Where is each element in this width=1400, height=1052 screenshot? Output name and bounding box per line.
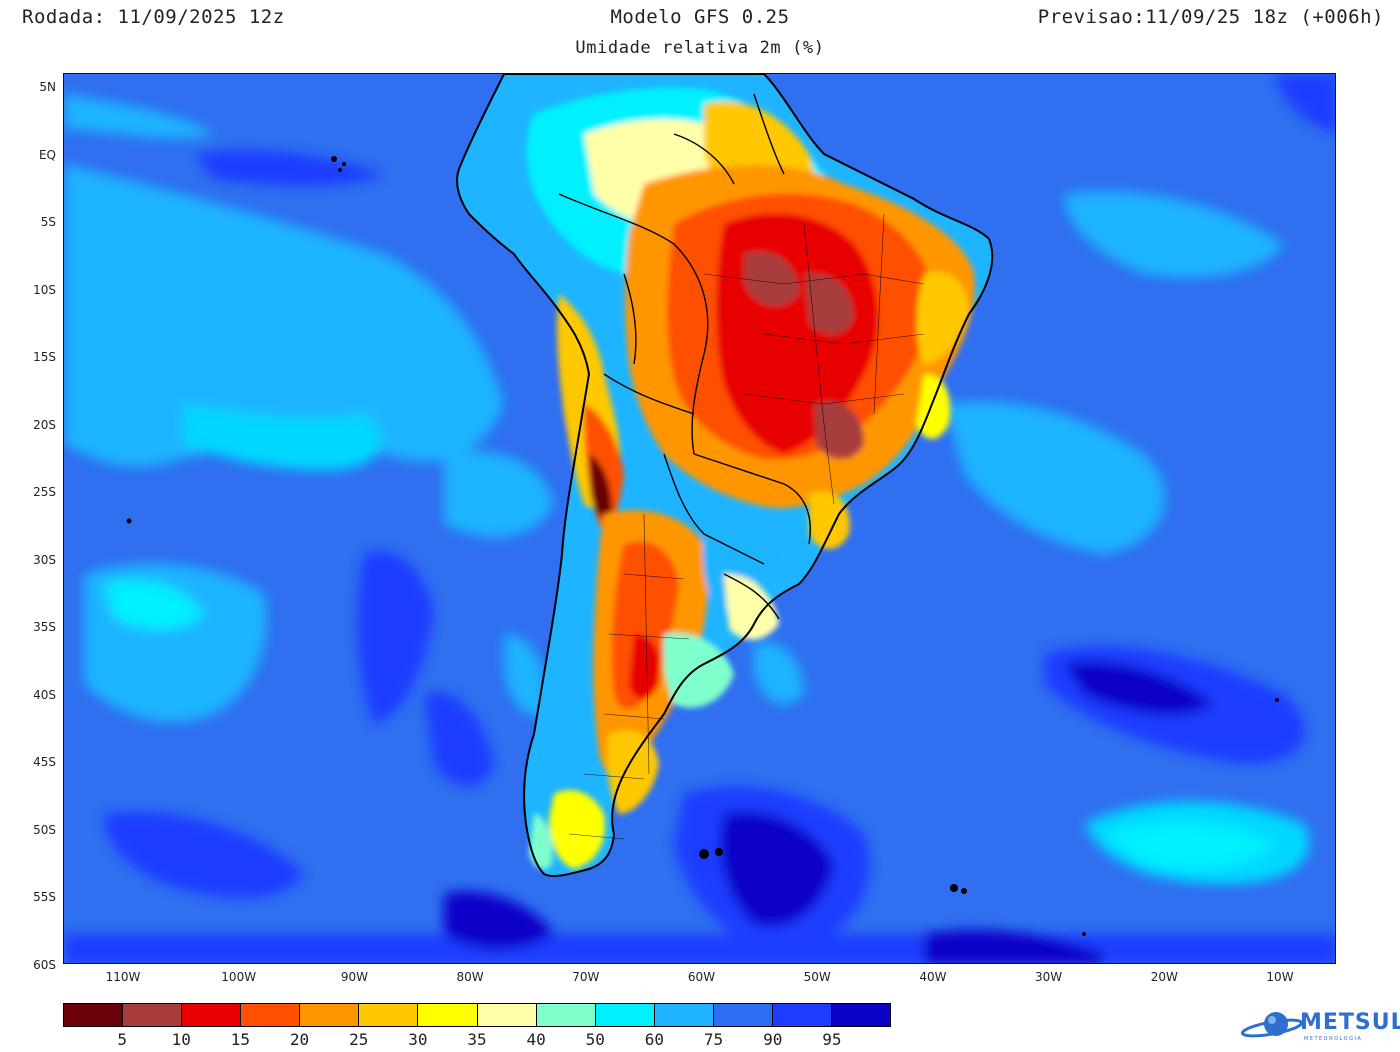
colorbar-tick-label: 20 xyxy=(289,1030,310,1049)
colorbar-tick-label: 95 xyxy=(822,1030,842,1049)
metsul-logo: METSUL METEOROLOGIA xyxy=(1234,1008,1400,1046)
colorbar-segment xyxy=(300,1004,360,1026)
run-time-label: Rodada: 11/09/2025 12z xyxy=(22,6,285,28)
latitude-label: 45S xyxy=(33,755,56,769)
state-borders xyxy=(568,213,925,840)
latitude-label: 50S xyxy=(33,822,56,837)
model-name-label: Modelo GFS 0.25 xyxy=(610,6,790,28)
colorbar-tick-label: 35 xyxy=(467,1030,487,1049)
islands xyxy=(126,156,1279,936)
colorbar-tick-label: 15 xyxy=(230,1030,251,1049)
longitude-label: 90W xyxy=(340,970,368,984)
map-canvas xyxy=(64,74,1335,963)
latitude-label: 25S xyxy=(33,485,56,499)
latitude-label: 20S xyxy=(33,417,56,432)
colorbar-tick-label: 40 xyxy=(526,1030,546,1049)
colorbar-tick-label: 60 xyxy=(644,1030,665,1049)
latitude-label: 10S xyxy=(33,282,56,297)
colorbar-tick-label: 10 xyxy=(171,1030,191,1049)
colorbar-segment xyxy=(418,1004,478,1026)
colorbar-tick-label: 30 xyxy=(408,1030,428,1049)
colorbar-tick-label: 5 xyxy=(117,1030,127,1049)
latitude-label: 40S xyxy=(33,687,56,702)
longitude-label: 110W xyxy=(105,970,141,984)
latitude-label: 30S xyxy=(33,552,56,567)
longitude-label: 70W xyxy=(572,970,600,984)
colorbar-segment xyxy=(123,1004,183,1026)
longitude-label: 10W xyxy=(1266,970,1294,984)
longitude-label: 80W xyxy=(456,970,484,984)
map-subtitle: Umidade relativa 2m (%) xyxy=(575,38,825,58)
longitude-label: 60W xyxy=(687,970,716,984)
colorbar-tick-label: 50 xyxy=(585,1030,605,1049)
longitude-label: 100W xyxy=(221,970,257,984)
colorbar-segment xyxy=(182,1004,242,1026)
land-humidity-regions xyxy=(526,87,975,870)
colorbar-segment xyxy=(772,1004,833,1026)
colorbar-segment xyxy=(359,1004,419,1026)
latitude-label: EQ xyxy=(38,147,56,162)
country-borders xyxy=(558,93,811,620)
colorbar-tick-label: 25 xyxy=(349,1030,369,1049)
ocean-humidity-patches xyxy=(64,74,1335,963)
colorbar-segment xyxy=(64,1004,124,1026)
longitude-label: 40W xyxy=(919,970,947,984)
humidity-map xyxy=(63,73,1336,964)
latitude-label: 55S xyxy=(33,890,56,904)
logo-tagline: METEOROLOGIA xyxy=(1304,1036,1363,1042)
logo-name: METSUL xyxy=(1300,1010,1400,1035)
longitude-label: 30W xyxy=(1035,970,1063,984)
colorbar-segment xyxy=(536,1004,596,1026)
latitude-label: 5N xyxy=(39,80,56,94)
colorbar-segment xyxy=(595,1004,655,1026)
latitude-label: 35S xyxy=(33,620,56,634)
latitude-label: 15S xyxy=(33,350,56,364)
colorbar-legend xyxy=(63,1003,891,1027)
colorbar-segment xyxy=(241,1004,301,1026)
longitude-label: 20W xyxy=(1150,970,1178,984)
colorbar-segment xyxy=(832,1004,891,1026)
globe-icon xyxy=(1240,1012,1304,1038)
coastline xyxy=(456,74,994,878)
forecast-time-label: Previsao:11/09/25 18z (+006h) xyxy=(1037,6,1384,28)
colorbar-segment xyxy=(477,1004,537,1026)
colorbar-segment xyxy=(654,1004,714,1026)
longitude-label: 50W xyxy=(803,970,831,984)
latitude-label: 60S xyxy=(33,957,56,972)
colorbar-segment xyxy=(713,1004,773,1026)
colorbar-tick-label: 75 xyxy=(703,1030,724,1049)
colorbar-tick-label: 90 xyxy=(763,1030,783,1049)
latitude-label: 5S xyxy=(40,215,56,229)
